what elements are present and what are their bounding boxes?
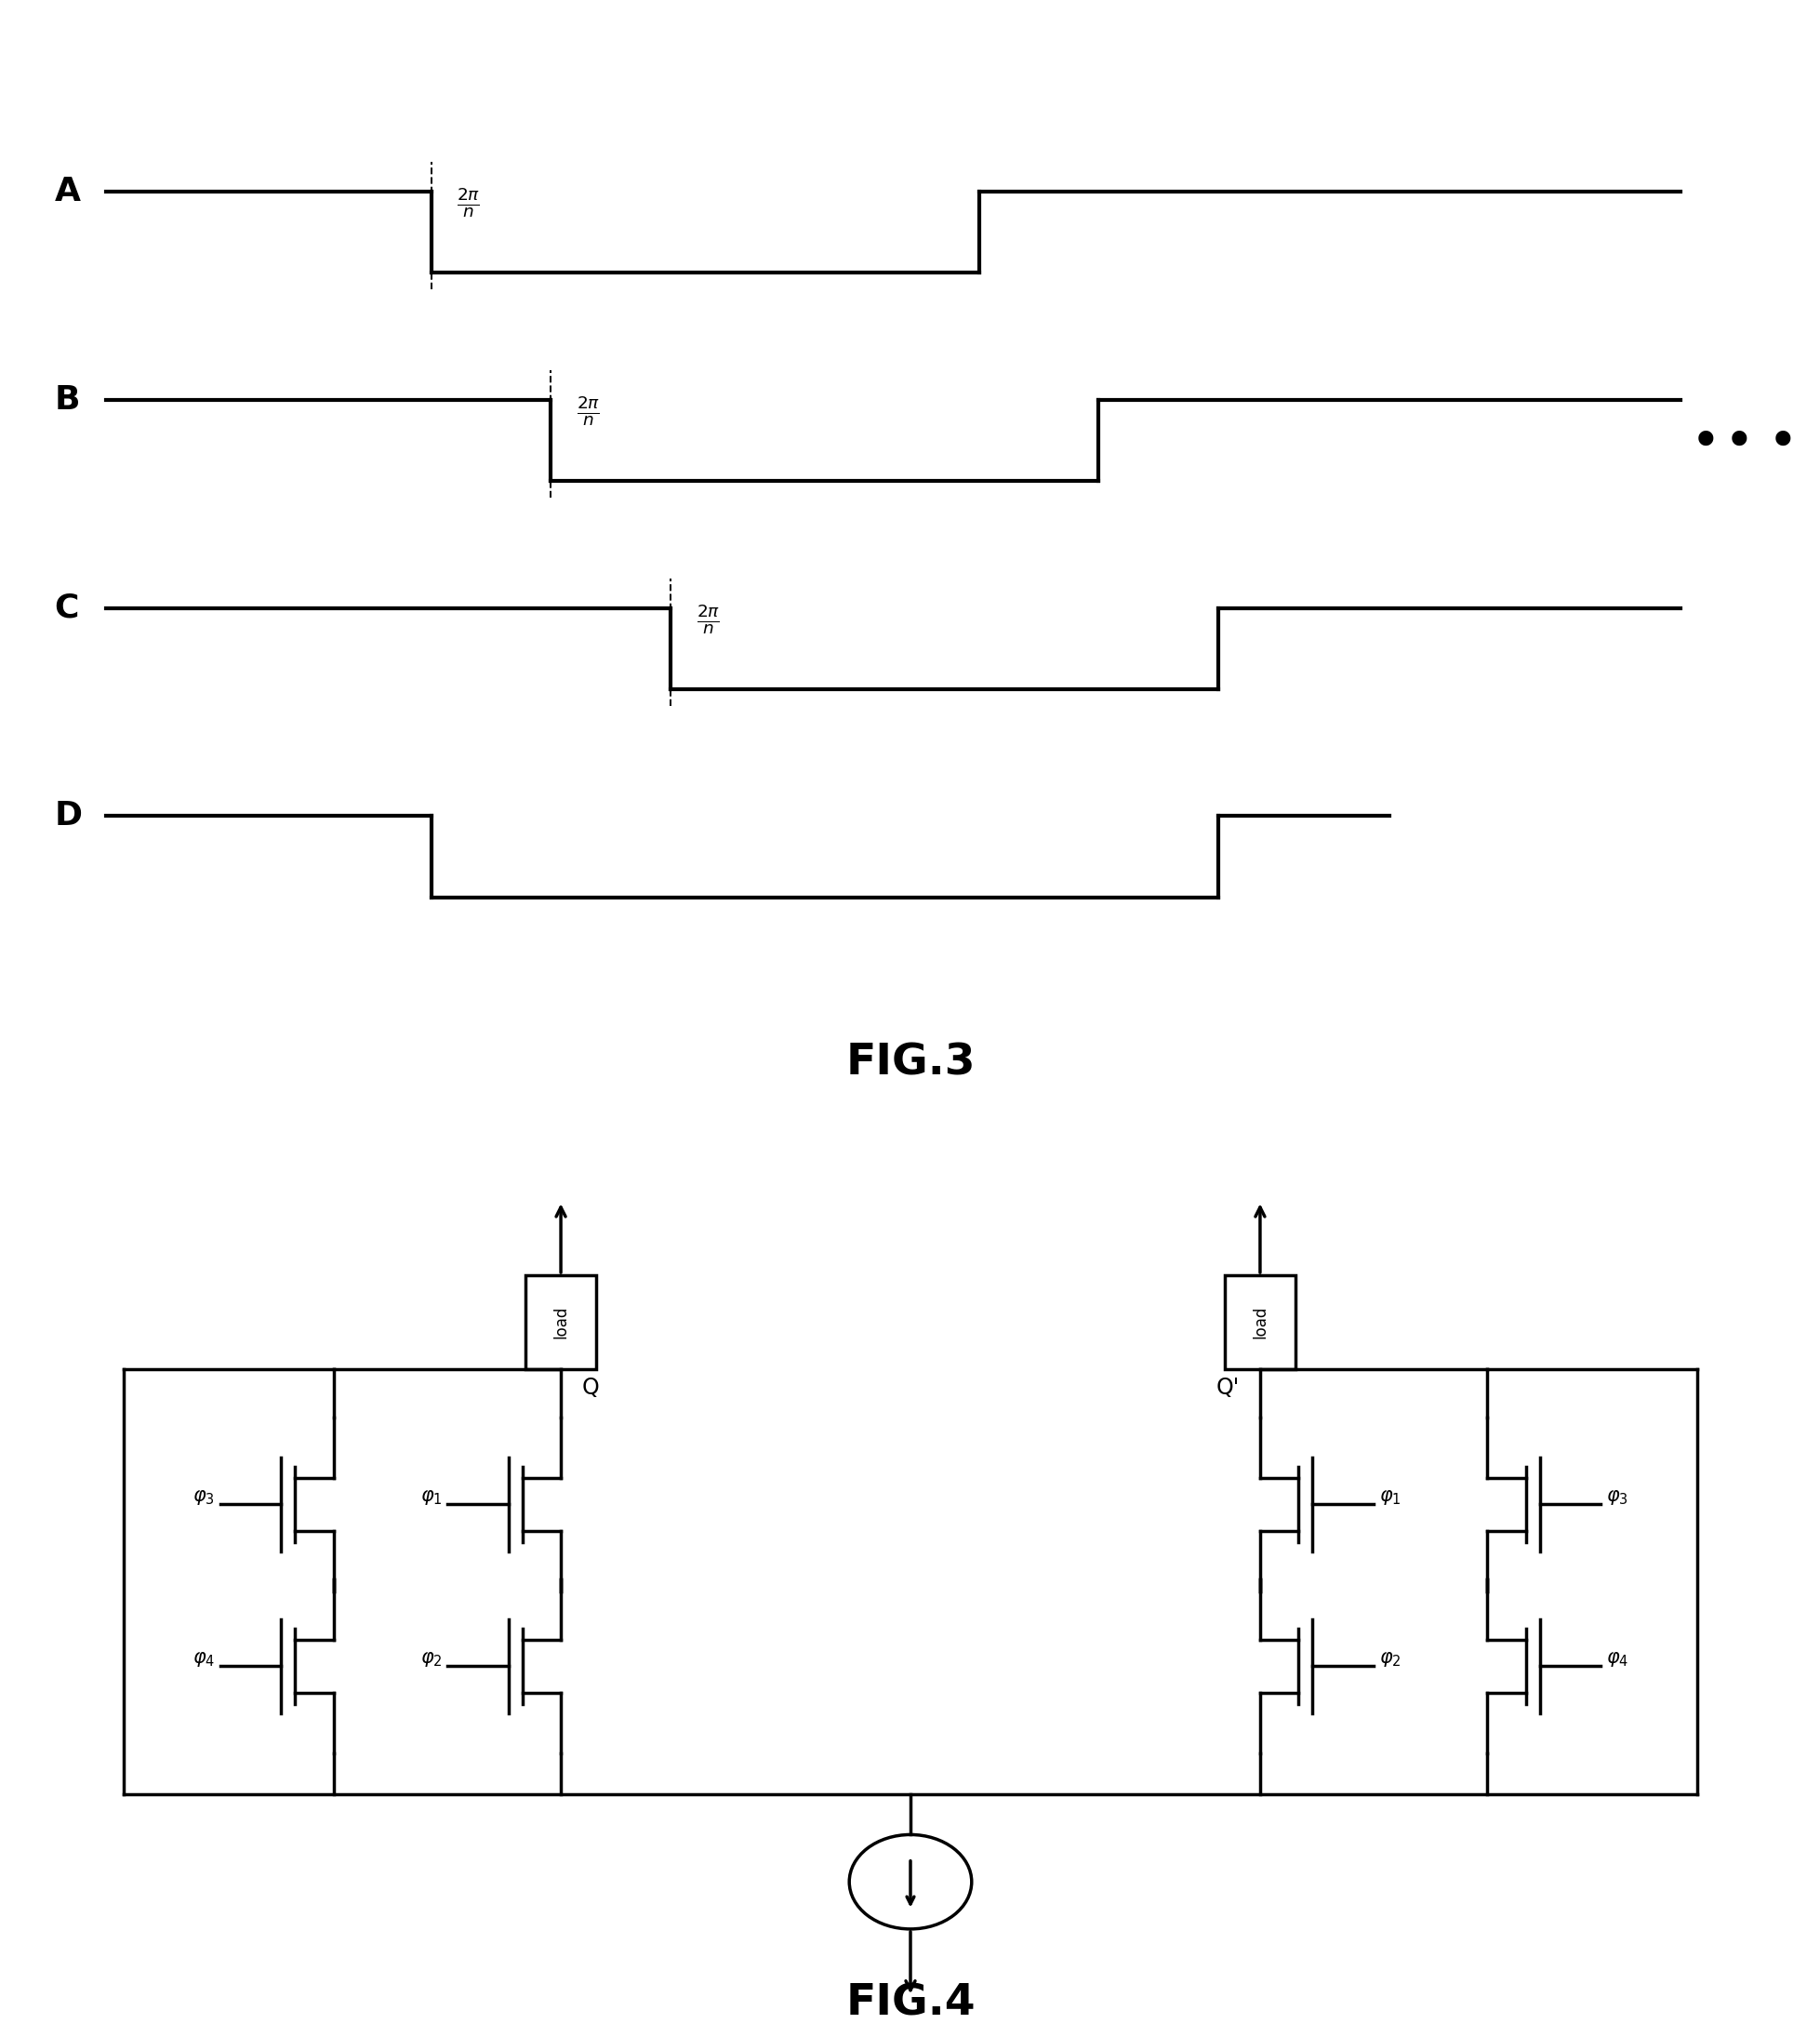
Text: $\varphi_1$: $\varphi_1$ — [1378, 1489, 1400, 1507]
Text: load: load — [551, 1306, 570, 1338]
Bar — [1225, 1275, 1294, 1369]
Text: C: C — [55, 593, 78, 623]
Text: $\varphi_4$: $\varphi_4$ — [193, 1650, 215, 1668]
Text: A: A — [55, 175, 80, 208]
Bar — [526, 1275, 595, 1369]
Text: $\varphi_2$: $\varphi_2$ — [1378, 1650, 1400, 1668]
Text: B: B — [55, 383, 80, 416]
Text: $\bullet\!\bullet\!\bullet$: $\bullet\!\bullet\!\bullet$ — [1689, 416, 1793, 464]
Text: Q': Q' — [1216, 1377, 1238, 1399]
Text: $\varphi_3$: $\varphi_3$ — [193, 1489, 215, 1507]
Text: load: load — [1250, 1306, 1269, 1338]
Text: Q: Q — [582, 1377, 599, 1399]
Text: $\frac{2\pi}{n}$: $\frac{2\pi}{n}$ — [695, 603, 719, 636]
Text: $\frac{2\pi}{n}$: $\frac{2\pi}{n}$ — [577, 393, 601, 428]
Text: $\varphi_4$: $\varphi_4$ — [1605, 1650, 1627, 1668]
Text: $\varphi_2$: $\varphi_2$ — [420, 1650, 442, 1668]
Text: FIG.3: FIG.3 — [844, 1041, 976, 1084]
Text: $\varphi_3$: $\varphi_3$ — [1605, 1489, 1627, 1507]
Text: FIG.4: FIG.4 — [844, 1982, 976, 2025]
Text: $\frac{2\pi}{n}$: $\frac{2\pi}{n}$ — [457, 185, 480, 220]
Text: D: D — [55, 801, 82, 831]
Text: $\varphi_1$: $\varphi_1$ — [420, 1489, 442, 1507]
